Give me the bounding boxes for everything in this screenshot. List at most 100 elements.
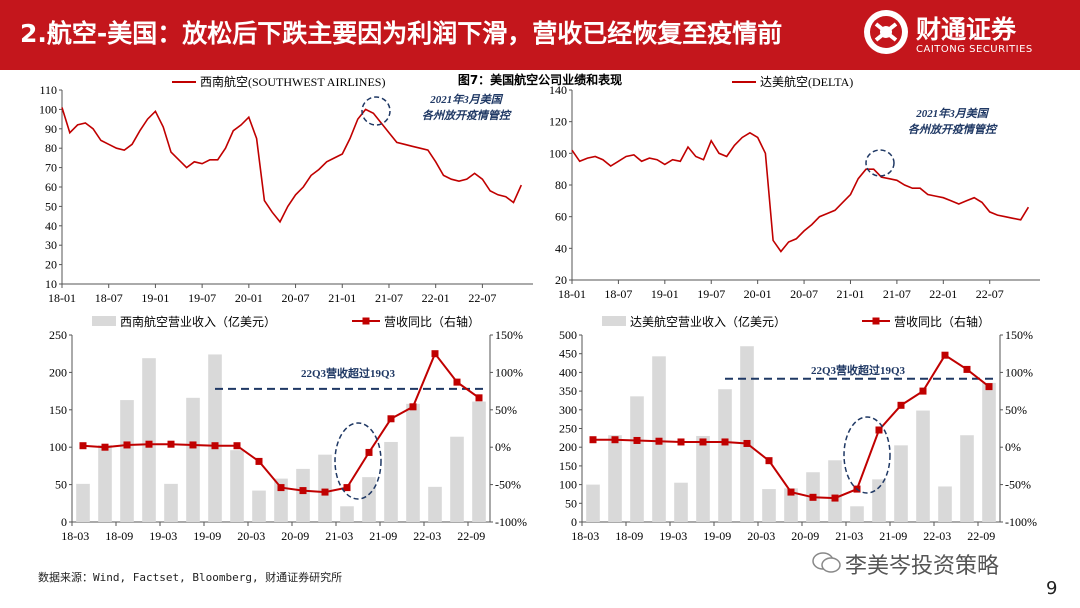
- x-tick-label: 19-03: [149, 529, 177, 543]
- y2-tick-label: -50%: [1005, 478, 1031, 492]
- yoy-marker: [101, 443, 109, 451]
- x-tick-label: 22-03: [923, 529, 951, 543]
- y2-tick-label: 50%: [495, 403, 517, 417]
- wechat-icon: [812, 552, 841, 573]
- y-tick-label: 250: [49, 328, 67, 342]
- y-tick-label: 500: [559, 328, 577, 342]
- yoy-marker: [655, 437, 663, 445]
- yoy-marker: [409, 403, 417, 411]
- revenue-bar: [252, 490, 266, 522]
- yoy-marker: [765, 457, 773, 465]
- reference-annotation: 22Q3营收超过19Q3: [811, 363, 906, 377]
- y2-tick-label: 50%: [1005, 403, 1027, 417]
- revenue-bar: [120, 400, 134, 522]
- x-tick-label: 22-07: [976, 287, 1004, 301]
- highlight-circle: [361, 96, 391, 126]
- yoy-marker: [721, 438, 729, 446]
- revenue-bar: [960, 435, 974, 522]
- revenue-bar: [472, 401, 486, 522]
- yoy-marker: [787, 488, 795, 496]
- revenue-bar: [406, 403, 420, 522]
- annotation-text-line2: 各州放开疫情管控: [908, 123, 998, 136]
- revenue-bar: [982, 382, 996, 522]
- y-tick-label: 250: [559, 422, 577, 436]
- revenue-bar: [850, 506, 864, 522]
- legend-label: 达美航空(DELTA): [760, 74, 853, 89]
- x-tick-label: 18-09: [615, 529, 643, 543]
- y-tick-label: 140: [549, 83, 567, 97]
- y2-tick-label: -50%: [495, 478, 521, 492]
- yoy-marker: [809, 493, 817, 501]
- page-title: 2.航空-美国：放松后下跌主要因为利润下滑，营收已经恢复至疫情前: [20, 19, 783, 48]
- yoy-marker: [875, 426, 883, 434]
- page-number: 9: [1046, 578, 1058, 599]
- y-tick-label: 10: [45, 277, 57, 291]
- yoy-marker: [189, 441, 197, 449]
- y2-tick-label: 100%: [1005, 365, 1033, 379]
- source-note: 数据来源：Wind, Factset, Bloomberg, 财通证券研究所: [38, 571, 343, 584]
- y-tick-label: 60: [555, 210, 567, 224]
- revenue-bar: [828, 460, 842, 522]
- y-tick-label: 450: [559, 347, 577, 361]
- yoy-marker: [255, 457, 263, 465]
- x-tick-label: 22-09: [457, 529, 485, 543]
- reference-annotation: 22Q3营收超过19Q3: [301, 366, 396, 380]
- revenue-bar: [340, 506, 354, 522]
- y-tick-label: 300: [559, 403, 577, 417]
- y-tick-label: 20: [45, 258, 57, 272]
- yoy-marker: [743, 439, 751, 447]
- revenue-bar: [762, 489, 776, 522]
- y-tick-label: 40: [555, 241, 567, 255]
- y-tick-label: 350: [559, 384, 577, 398]
- x-tick-label: 22-01: [929, 287, 957, 301]
- y2-tick-label: 0%: [1005, 440, 1021, 454]
- revenue-bar: [696, 435, 710, 522]
- revenue-bar: [362, 477, 376, 522]
- revenue-bar: [784, 488, 798, 522]
- x-tick-label: 20-01: [744, 287, 772, 301]
- y-tick-label: 50: [565, 496, 577, 510]
- revenue-bar: [740, 346, 754, 522]
- x-tick-label: 20-07: [282, 291, 310, 305]
- annotation-text-line1: 2021年3月美国: [429, 93, 503, 106]
- revenue-bar: [608, 435, 622, 522]
- revenue-bar: [450, 436, 464, 522]
- x-tick-label: 19-01: [651, 287, 679, 301]
- yoy-marker: [677, 438, 685, 446]
- revenue-bar: [186, 397, 200, 522]
- yoy-marker: [431, 350, 439, 358]
- x-tick-label: 18-07: [95, 291, 123, 305]
- revenue-bar: [938, 486, 952, 522]
- y-tick-label: 70: [45, 161, 57, 175]
- yoy-marker: [145, 440, 153, 448]
- y-tick-label: 150: [559, 459, 577, 473]
- x-tick-label: 20-01: [235, 291, 263, 305]
- price-series-line: [571, 131, 1030, 253]
- revenue-bar: [674, 482, 688, 522]
- y-tick-label: 50: [55, 478, 67, 492]
- x-tick-label: 18-03: [571, 529, 599, 543]
- y-tick-label: 60: [45, 180, 57, 194]
- revenue-bar: [630, 396, 644, 522]
- revenue-bar: [718, 389, 732, 522]
- legend-bar-swatch: [92, 316, 116, 326]
- x-tick-label: 21-07: [375, 291, 403, 305]
- price-series-line: [61, 107, 523, 224]
- annotation-text-line1: 2021年3月美国: [915, 107, 989, 120]
- y-tick-label: 200: [49, 365, 67, 379]
- logo-emblem-icon: [864, 10, 908, 54]
- revenue-bar: [894, 445, 908, 522]
- highlight-circle: [843, 416, 891, 494]
- yoy-marker: [475, 394, 483, 402]
- y2-tick-label: -100%: [495, 515, 527, 529]
- revenue-bar: [164, 483, 178, 522]
- y-tick-label: 40: [45, 219, 57, 233]
- y-tick-label: 150: [49, 403, 67, 417]
- x-tick-label: 18-03: [61, 529, 89, 543]
- yoy-marker: [233, 442, 241, 450]
- legend-line-label: 营收同比（右轴）: [384, 314, 480, 329]
- yoy-marker: [387, 415, 395, 423]
- revenue-bar: [916, 410, 930, 522]
- x-tick-label: 22-09: [967, 529, 995, 543]
- y2-tick-label: 150%: [495, 328, 523, 342]
